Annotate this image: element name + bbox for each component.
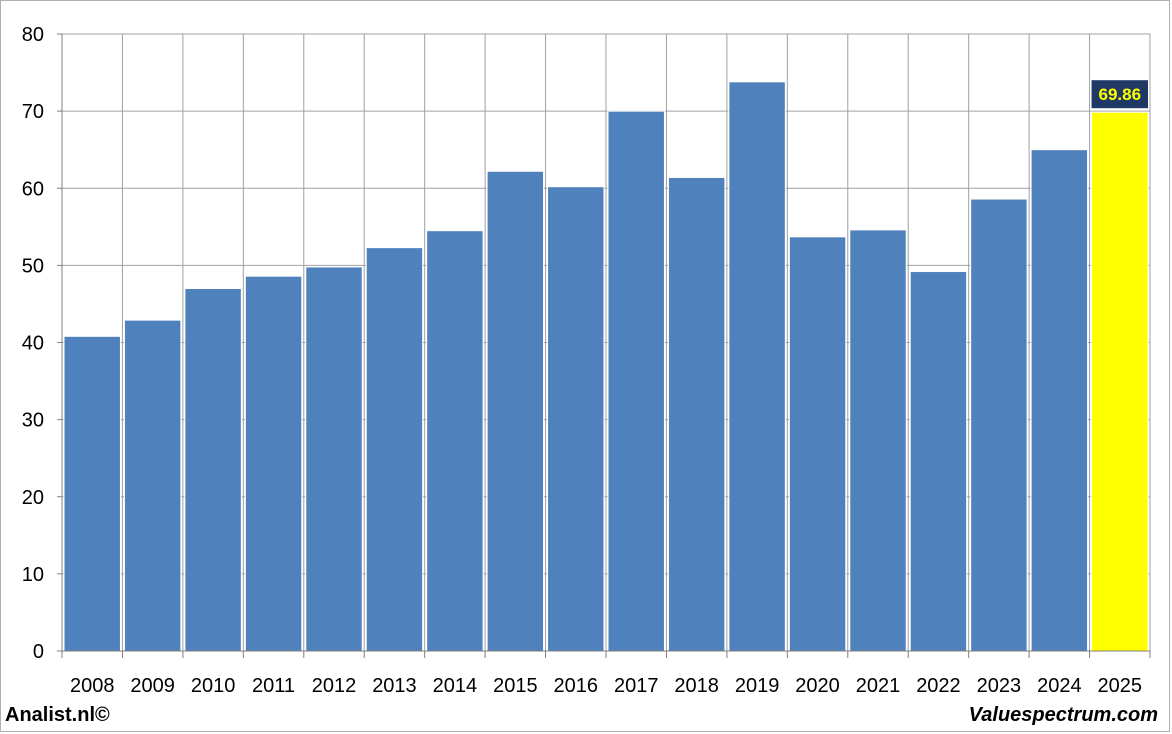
bar-2013 [365, 247, 424, 652]
x-tick-label: 2019 [735, 675, 780, 697]
x-tick-label: 2022 [916, 675, 961, 697]
bar-2023 [970, 198, 1028, 652]
bars [63, 81, 1149, 652]
axes [57, 33, 1151, 658]
x-tick-label: 2021 [856, 675, 901, 697]
bar-2010 [184, 288, 242, 652]
y-tick-label: 60 [22, 178, 44, 200]
source-credit-left: Analist.nl© [5, 704, 110, 726]
callout-value-label: 69.86 [1099, 85, 1142, 104]
bar-2015 [486, 170, 545, 652]
x-tick-label: 2024 [1037, 675, 1082, 697]
bar-2025 [1091, 111, 1149, 652]
y-tick-label: 80 [22, 24, 44, 46]
bar-2020 [788, 236, 847, 652]
x-tick-label: 2013 [372, 675, 417, 697]
x-tick-label: 2014 [433, 675, 478, 697]
bar-2017 [607, 110, 665, 652]
x-tick-label: 2016 [554, 675, 599, 697]
value-callout: 69.86 [1091, 80, 1148, 109]
bar-2008 [63, 335, 121, 652]
y-tick-label: 50 [22, 255, 44, 277]
callout-box [1091, 80, 1148, 109]
bar-2011 [244, 275, 303, 652]
y-tick-label: 30 [22, 410, 44, 432]
bar-2022 [909, 271, 968, 652]
tick-labels: 0 10 20 30 40 50 60 70 80 2008 2009 2010 2011 2012 201… [22, 24, 1142, 697]
x-tick-label: 2025 [1098, 675, 1143, 697]
x-tick-label: 2010 [191, 675, 236, 697]
y-tick-label: 20 [22, 487, 44, 509]
bar-2018 [667, 176, 726, 652]
x-tick-label: 2020 [795, 675, 840, 697]
y-tick-label: 10 [22, 564, 44, 586]
bar-2014 [426, 230, 484, 652]
source-credit-right: Valuespectrum.com [968, 704, 1158, 726]
x-tick-label: 2008 [70, 675, 115, 697]
bar-2019 [728, 81, 786, 652]
bar-chart: 0 10 20 30 40 50 60 70 80 2008 2009 2010 2011 2012 201… [22, 24, 1151, 697]
grid-lines [61, 33, 1151, 652]
x-tick-label: 2015 [493, 675, 538, 697]
bar-2012 [305, 266, 363, 652]
x-tick-label: 2018 [674, 675, 719, 697]
y-tick-label: 40 [22, 333, 44, 355]
bar-2009 [123, 319, 182, 652]
x-tick-label: 2023 [977, 675, 1022, 697]
y-tick-label: 0 [33, 641, 44, 663]
bar-2021 [849, 229, 907, 652]
y-tick-label: 70 [22, 101, 44, 123]
bar-2024 [1030, 149, 1089, 652]
x-tick-label: 2009 [130, 675, 175, 697]
x-tick-label: 2017 [614, 675, 659, 697]
x-tick-label: 2011 [252, 675, 295, 697]
x-tick-label: 2012 [312, 675, 357, 697]
bar-2016 [547, 186, 605, 652]
